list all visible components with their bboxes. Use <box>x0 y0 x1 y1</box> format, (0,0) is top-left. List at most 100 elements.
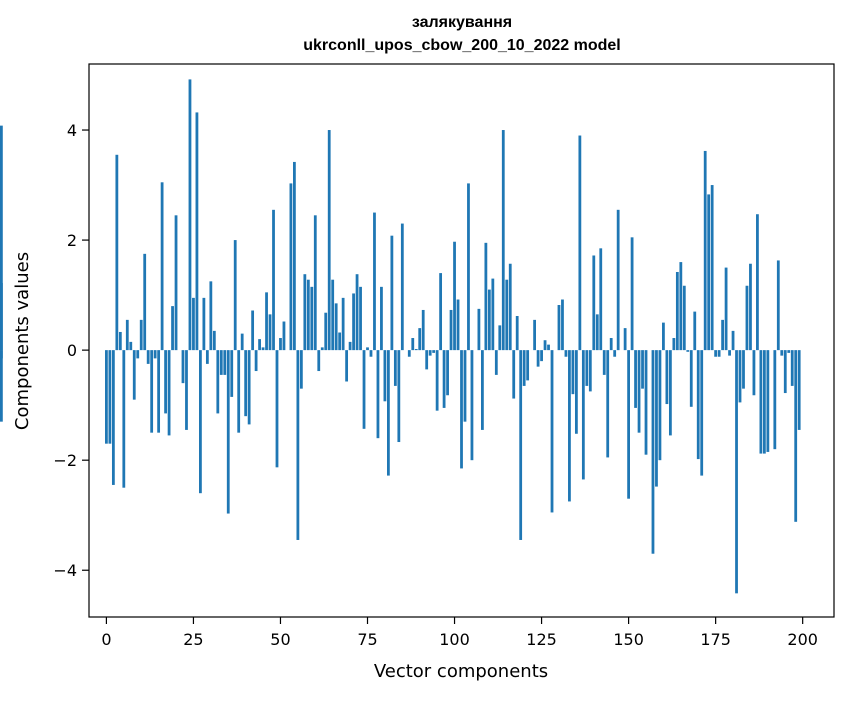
bar-component-187 <box>756 214 759 351</box>
bar-component-180 <box>731 330 735 351</box>
bar-component-104 <box>467 183 470 351</box>
bar-component-7 <box>129 341 133 351</box>
bar-component-143 <box>602 350 606 375</box>
bar-component-70 <box>348 341 352 351</box>
bar-component-94 <box>432 350 436 353</box>
bar-component-125 <box>540 350 543 362</box>
bar-component-144 <box>606 350 610 458</box>
bar-component-158 <box>655 350 658 487</box>
bar-component-113 <box>498 325 502 351</box>
bar-component-175 <box>714 350 718 357</box>
bar-component-8 <box>132 350 136 400</box>
bar-component-165 <box>679 262 683 351</box>
bar-component-58 <box>306 279 310 351</box>
bar-component-142 <box>599 248 603 351</box>
bar-component-69 <box>345 350 349 382</box>
bar-component-124 <box>536 350 540 367</box>
bar-component-150 <box>627 350 630 499</box>
bar-component-157 <box>651 350 655 554</box>
bar-component-0 <box>105 350 108 444</box>
bar-component-132 <box>564 350 568 357</box>
bar-component-172 <box>703 150 707 351</box>
bar-component-22 <box>181 350 185 384</box>
bar-component-164 <box>675 271 679 351</box>
y-tick-label: 2 <box>67 231 77 250</box>
bar-component-183 <box>742 350 745 389</box>
bar-component-181 <box>735 350 738 594</box>
bar-component-167 <box>686 350 690 352</box>
bar-component-130 <box>557 305 561 351</box>
bar-component-41 <box>247 350 251 425</box>
bar-component-100 <box>453 241 456 351</box>
bar-component-199 <box>797 350 801 430</box>
bar-component-87 <box>407 350 411 357</box>
bar-component-37 <box>233 240 237 351</box>
x-tick-label: 200 <box>787 630 818 649</box>
bar-component-155 <box>644 350 648 455</box>
bar-component-18 <box>167 350 171 436</box>
bar-component-30 <box>209 281 213 351</box>
x-tick-label: 175 <box>700 630 731 649</box>
bar-component-undefined <box>0 350 3 422</box>
bar-component-24 <box>188 79 192 351</box>
bar-component-152 <box>634 350 637 408</box>
bar-component-89 <box>414 349 418 351</box>
bar-component-151 <box>630 237 634 351</box>
bar-component-28 <box>202 297 206 351</box>
bar-component-102 <box>460 350 463 469</box>
y-tick-label: 4 <box>67 121 77 140</box>
bar-component-35 <box>226 350 230 514</box>
y-axis-label: Components values <box>12 252 33 430</box>
axes-layer: 0 25 50 75 100 125 150 175 200 −4 −2 0 2 4 <box>53 121 818 649</box>
bar-component-38 <box>237 350 241 433</box>
bar-component-146 <box>613 350 617 357</box>
bar-component-33 <box>219 350 223 375</box>
bar-component-141 <box>595 314 599 351</box>
bar-component-163 <box>672 338 676 351</box>
bar-component-48 <box>272 209 275 351</box>
bar-component-undefined <box>0 125 3 351</box>
bar-component-3 <box>115 154 119 351</box>
bar-component-78 <box>376 350 380 439</box>
bar-component-119 <box>519 350 523 540</box>
bar-component-149 <box>623 328 627 351</box>
bar-component-25 <box>192 297 195 351</box>
bar-component-136 <box>578 135 582 351</box>
bar-component-29 <box>205 350 209 364</box>
bar-component-154 <box>641 350 644 389</box>
bar-component-137 <box>581 350 585 480</box>
bar-component-117 <box>512 350 516 399</box>
x-tick-label: 75 <box>357 630 377 649</box>
bar-component-83 <box>393 350 397 386</box>
chart-subtitle: ukrconll_upos_cbow_200_10_2022 model <box>303 37 620 54</box>
bar-component-51 <box>282 321 286 351</box>
bar-component-81 <box>387 350 390 476</box>
bar-component-196 <box>787 350 791 353</box>
bar-component-194 <box>780 350 784 356</box>
bar-component-90 <box>418 328 422 351</box>
bar-component-62 <box>320 347 324 351</box>
bar-component-103 <box>463 350 467 422</box>
bar-component-63 <box>324 312 328 351</box>
bar-component-26 <box>195 112 199 351</box>
bar-component-109 <box>484 242 488 351</box>
bar-component-67 <box>338 332 342 351</box>
y-tick-label: −4 <box>53 561 77 580</box>
bar-component-45 <box>261 347 265 351</box>
x-tick-label: 125 <box>526 630 557 649</box>
bar-component-39 <box>240 333 244 351</box>
bar-component-12 <box>146 350 150 364</box>
bar-component-95 <box>435 350 439 411</box>
bar-component-46 <box>265 292 268 351</box>
bar-component-168 <box>689 350 693 407</box>
x-tick-label: 50 <box>270 630 290 649</box>
y-tick-label: −2 <box>53 451 77 470</box>
bar-component-50 <box>279 338 282 351</box>
bar-component-116 <box>508 263 512 351</box>
bar-component-14 <box>153 350 157 359</box>
bar-component-179 <box>728 350 731 356</box>
bar-component-166 <box>682 285 686 351</box>
bar-component-138 <box>585 350 589 386</box>
